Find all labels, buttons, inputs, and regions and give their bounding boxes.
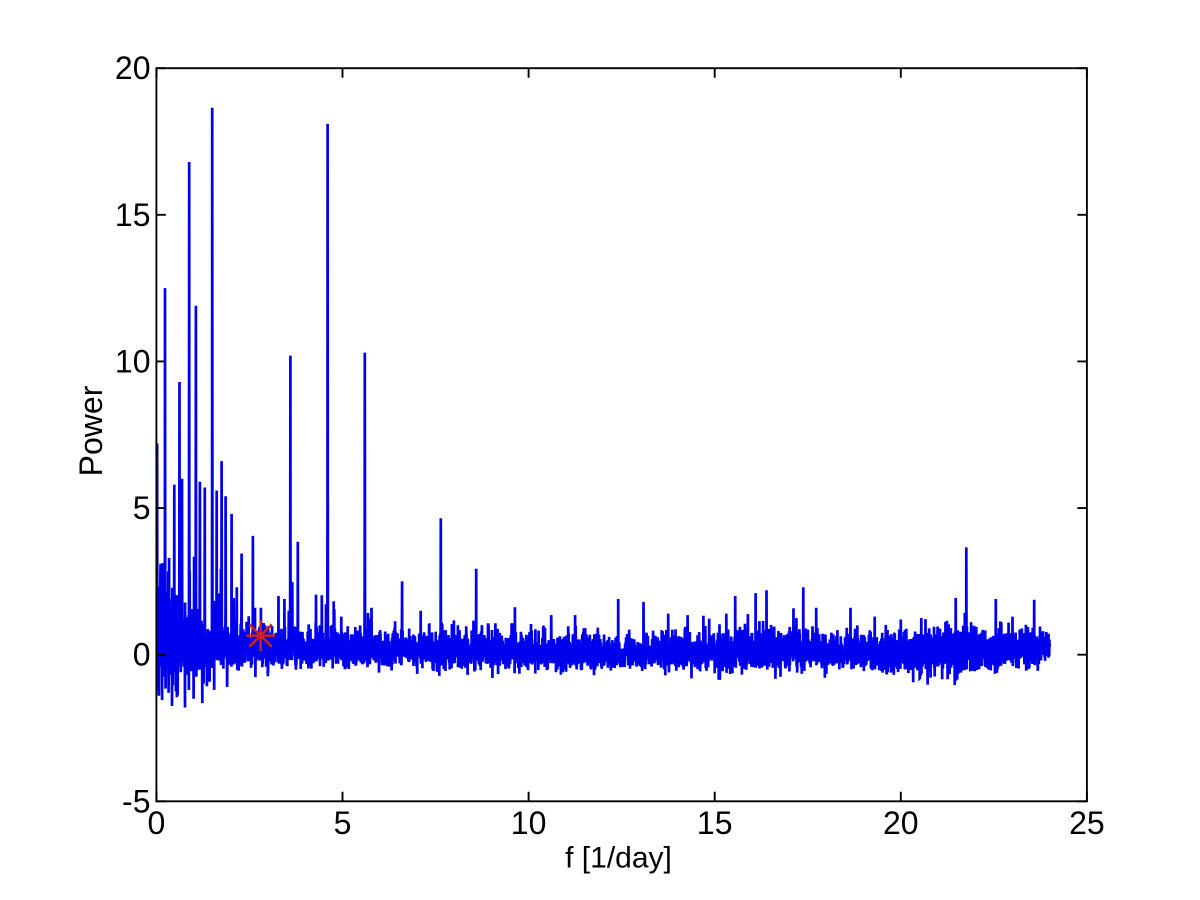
svg-text:20: 20 xyxy=(115,50,151,86)
svg-text:25: 25 xyxy=(1069,805,1105,841)
svg-text:0: 0 xyxy=(133,637,151,673)
svg-text:15: 15 xyxy=(697,805,733,841)
svg-text:Power: Power xyxy=(73,385,109,476)
svg-text:10: 10 xyxy=(115,343,151,379)
svg-text:-5: -5 xyxy=(122,783,150,819)
svg-text:15: 15 xyxy=(115,197,151,233)
svg-text:10: 10 xyxy=(511,805,547,841)
svg-text:0: 0 xyxy=(148,805,166,841)
svg-text:5: 5 xyxy=(334,805,352,841)
svg-text:5: 5 xyxy=(133,490,151,526)
svg-text:f [1/day]: f [1/day] xyxy=(565,842,672,875)
svg-text:20: 20 xyxy=(883,805,919,841)
